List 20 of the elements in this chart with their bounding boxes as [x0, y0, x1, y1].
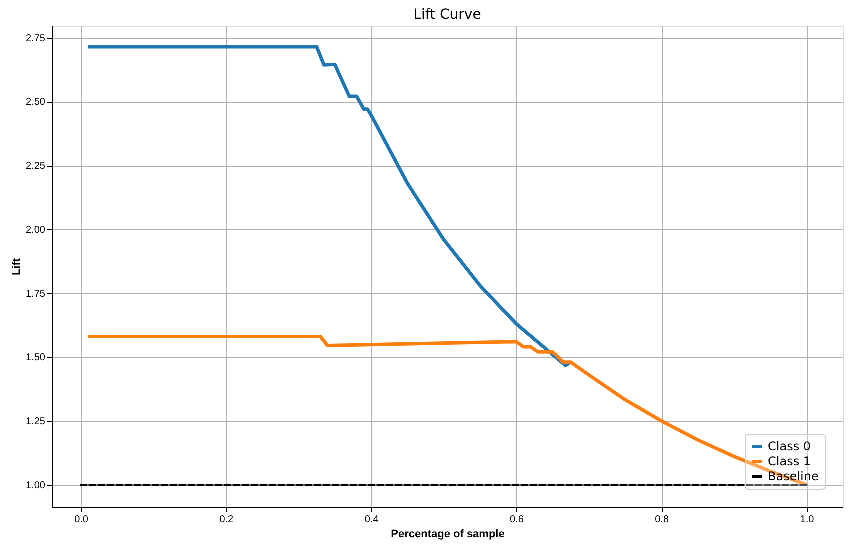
- y-tick-label: 2.25: [26, 161, 46, 172]
- x-tick-label: 0.0: [74, 514, 89, 526]
- x-tick-label: 0.2: [220, 514, 234, 526]
- x-tick-label: 1.0: [800, 514, 815, 526]
- x-tick-label: 0.4: [364, 514, 380, 526]
- y-tick-label: 1.00: [26, 480, 46, 492]
- y-axis-title: Lift: [11, 258, 24, 276]
- y-tick-label: 2.00: [26, 224, 46, 236]
- y-tick-label: 1.50: [26, 352, 46, 364]
- y-tick-label: 1.75: [26, 288, 46, 300]
- legend-label: Class 1: [768, 454, 812, 468]
- line-series: [86, 45, 573, 368]
- y-tick-label: 2.50: [26, 97, 46, 108]
- y-tick-label: 1.25: [26, 416, 46, 428]
- x-axis-title: Percentage of sample: [391, 528, 505, 540]
- x-tick-label: 0.8: [655, 514, 670, 526]
- x-tick-label: 0.6: [510, 514, 524, 526]
- chart-title: Lift Curve: [414, 7, 482, 23]
- legend-label: Class 0: [768, 440, 812, 454]
- y-tick-label: 2.75: [26, 33, 46, 44]
